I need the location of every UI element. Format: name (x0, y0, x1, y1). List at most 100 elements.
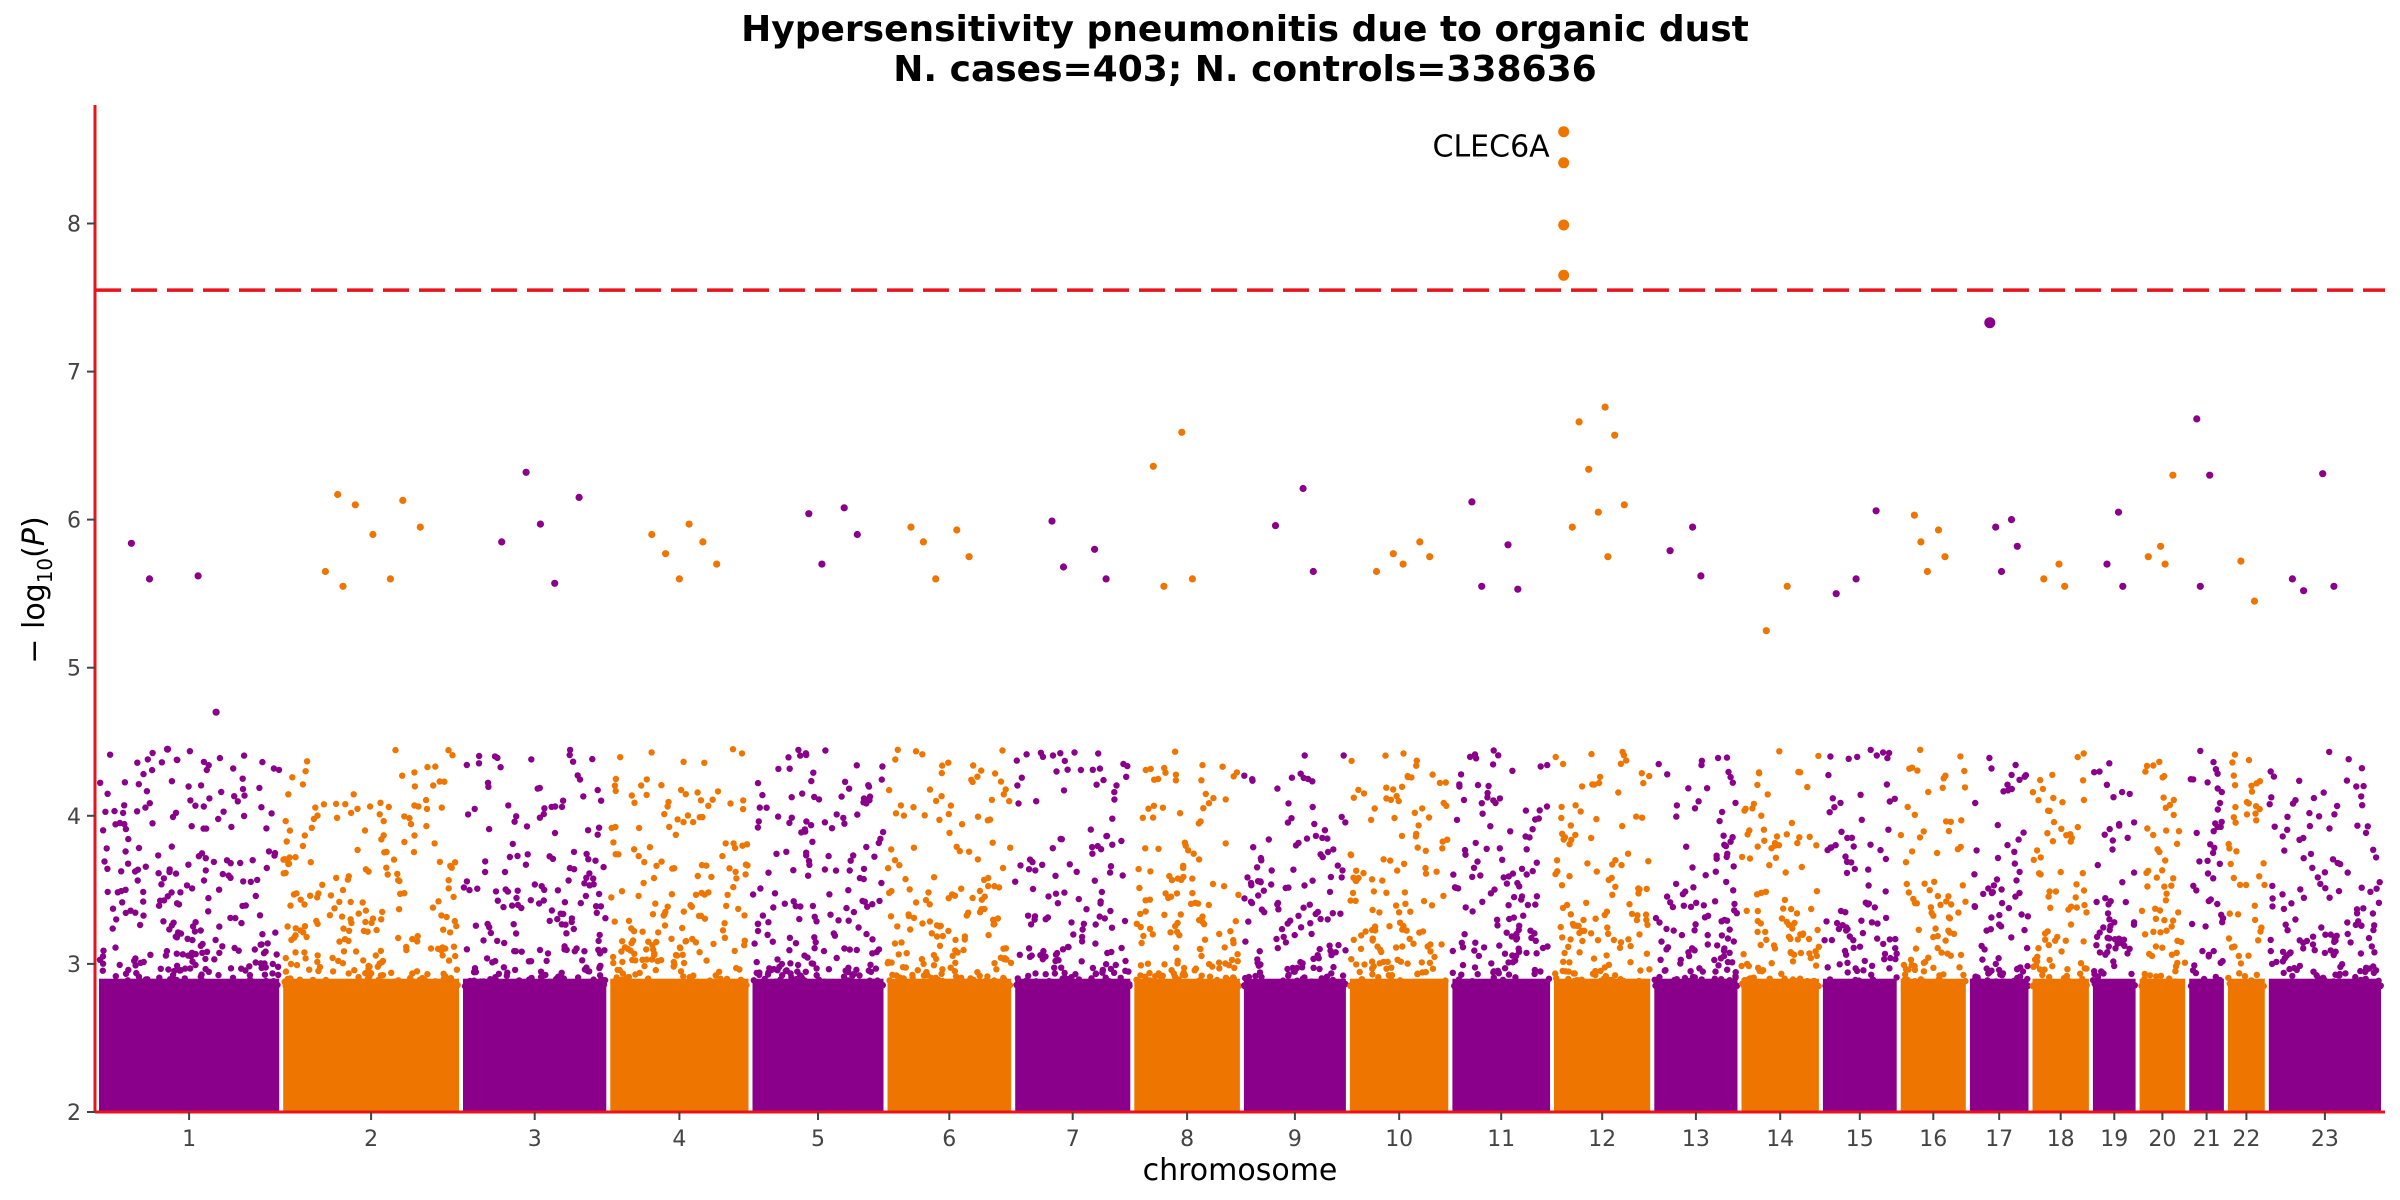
data-point (217, 980, 225, 987)
data-point (2360, 782, 2367, 790)
data-point (1766, 975, 1773, 982)
data-point (2364, 823, 2371, 830)
data-point (1368, 876, 1376, 883)
data-point (485, 982, 492, 989)
data-point (336, 938, 343, 945)
data-point (1299, 975, 1307, 982)
data-point (895, 951, 902, 958)
data-point (2012, 761, 2019, 769)
hit-point-chr8 (1149, 462, 1157, 470)
data-point (2168, 882, 2175, 889)
data-point (149, 820, 156, 827)
y-tick-label: 3 (67, 953, 81, 978)
data-point (452, 952, 459, 960)
data-point (2254, 979, 2262, 986)
data-point (635, 892, 642, 900)
data-point (847, 977, 854, 984)
data-point (1867, 746, 1874, 754)
data-point (1724, 935, 1732, 942)
data-point (2357, 950, 2365, 957)
data-point (552, 803, 559, 810)
data-point (1018, 774, 1025, 781)
hit-point-chr10 (1416, 538, 1424, 546)
data-point (1877, 846, 1884, 854)
data-point (1356, 968, 1363, 976)
data-point (2004, 781, 2011, 788)
data-point (187, 797, 194, 804)
data-point (932, 955, 940, 963)
chromosome-13-dense-band (1654, 978, 1738, 1112)
x-tick-label-chr17: 17 (1985, 1127, 2013, 1152)
data-point (1831, 804, 1838, 811)
data-point (1529, 867, 1536, 875)
data-point (231, 944, 238, 952)
data-point (638, 979, 645, 987)
data-point (866, 793, 874, 800)
data-point (365, 868, 372, 875)
data-point (2152, 905, 2159, 912)
data-point (653, 938, 660, 946)
data-point (1730, 863, 1737, 870)
data-point (672, 831, 679, 838)
data-point (2094, 861, 2101, 869)
data-point (2141, 970, 2148, 978)
data-point (984, 973, 991, 980)
data-point (1282, 939, 1290, 946)
data-point (451, 859, 459, 866)
data-point (584, 827, 592, 834)
chart-title: Hypersensitivity pneumonitis due to orga… (741, 9, 1749, 50)
data-point (855, 924, 862, 931)
data-point (600, 863, 607, 871)
data-point (2236, 970, 2243, 977)
data-point (689, 818, 697, 826)
data-point (1032, 970, 1039, 977)
data-point (893, 972, 900, 979)
data-point (731, 947, 738, 955)
data-point (1332, 982, 1339, 989)
data-point (1580, 916, 1587, 924)
data-point (121, 820, 128, 828)
data-point (282, 954, 289, 962)
data-point (2370, 969, 2378, 977)
data-point (1903, 880, 1911, 888)
data-point (563, 930, 570, 937)
data-point (650, 874, 658, 882)
data-point (2268, 794, 2275, 801)
data-point (2307, 850, 2315, 858)
data-point (1065, 943, 1072, 951)
data-point (1688, 980, 1695, 988)
data-point (494, 897, 501, 904)
data-point (2024, 962, 2031, 970)
data-point (2163, 927, 2170, 934)
data-point (2284, 927, 2291, 934)
data-point (1991, 981, 1998, 988)
data-point (763, 804, 770, 811)
data-point (227, 860, 234, 867)
data-point (2370, 963, 2377, 970)
data-point (564, 982, 571, 990)
data-point (1457, 771, 1465, 778)
data-point (1427, 941, 1434, 948)
data-point (1537, 968, 1544, 975)
data-point (565, 877, 572, 884)
data-point (1421, 982, 1429, 989)
data-point (1718, 932, 1726, 939)
data-point (655, 929, 662, 936)
data-point (157, 965, 164, 972)
data-point (562, 921, 569, 928)
data-point (1125, 968, 1132, 975)
data-point (2214, 806, 2221, 813)
data-point (813, 918, 820, 925)
data-point (1091, 877, 1099, 884)
data-point (892, 810, 900, 817)
data-point (1930, 964, 1937, 971)
data-point (2266, 801, 2273, 808)
data-point (241, 792, 248, 799)
chromosome-16-points (1897, 511, 1969, 1112)
data-point (679, 924, 686, 932)
data-point (2159, 867, 2166, 874)
data-point (1234, 958, 1241, 965)
data-point (1865, 866, 1872, 873)
data-point (1646, 966, 1653, 973)
data-point (765, 869, 772, 876)
